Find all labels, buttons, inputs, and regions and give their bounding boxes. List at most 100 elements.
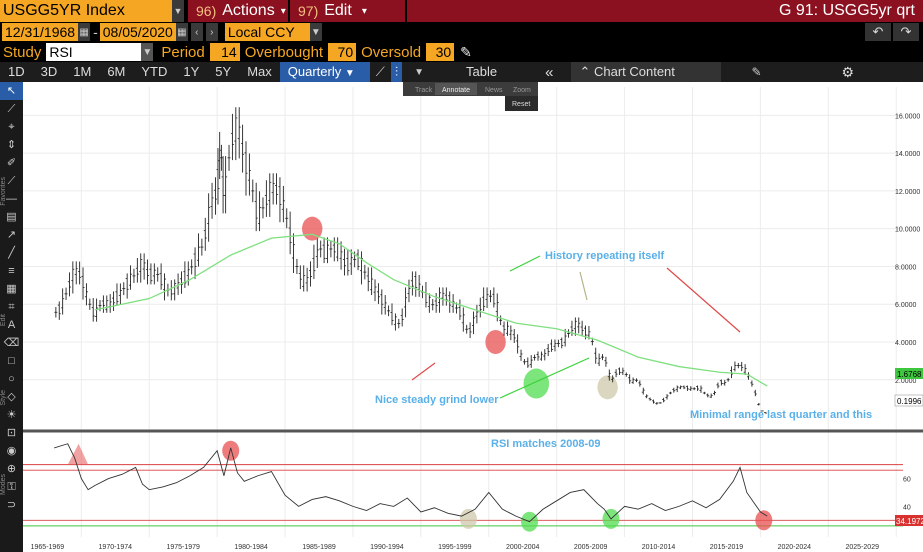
overbought-label: Overbought xyxy=(244,43,324,61)
period-1d[interactable]: 1D xyxy=(8,64,25,79)
target-icon[interactable]: ⊕ xyxy=(6,463,17,475)
popup-annotate[interactable]: Annotate xyxy=(442,87,470,94)
period-5y[interactable]: 5Y xyxy=(215,64,232,79)
collapse-icon[interactable]: « xyxy=(545,63,554,81)
period-field[interactable]: 14 xyxy=(209,43,240,61)
chart-content-label: Chart Content xyxy=(593,64,675,79)
price-axis: 16.0000 14.0000 12.0000 10.0000 8.0000 6.0000… xyxy=(895,113,920,384)
chevron-down-icon: ▾ xyxy=(361,5,367,17)
actions-menu-button[interactable]: 96) Actions ▾ xyxy=(188,0,288,22)
line-chart-icon[interactable]: ⟋ xyxy=(375,64,385,79)
overbought-field[interactable]: 70 xyxy=(328,43,357,61)
rsi-value-tag-bg xyxy=(895,515,923,526)
bar-chart-icon[interactable]: ⫶ xyxy=(390,62,403,82)
annotation-minimal-range: Minimal range last quarter and this xyxy=(690,409,872,421)
time-tick-label: 2020-2024 xyxy=(778,544,812,551)
redo-icon[interactable]: ↷ xyxy=(893,23,919,41)
rsi-value-tag: 34.1972 xyxy=(895,515,923,526)
chart-content-button[interactable]: ⌃ Chart Content xyxy=(571,62,722,82)
popup-track[interactable]: Track xyxy=(415,87,433,94)
time-tick-label: 1975-1979 xyxy=(166,544,200,551)
ticker-dropdown-icon[interactable]: ▼ xyxy=(172,0,184,22)
current-value-tag-bg xyxy=(894,394,923,407)
modes-label: Modes xyxy=(0,474,7,496)
hline-icon[interactable]: ― xyxy=(6,193,17,205)
gear-icon[interactable]: ⚙ xyxy=(841,63,855,80)
period-1m[interactable]: 1M xyxy=(73,64,92,79)
chart-area[interactable]: 16.0000 14.0000 12.0000 10.0000 8.0000 6.0000… xyxy=(23,82,923,552)
arrow-grind-upper xyxy=(411,362,436,381)
style-label: Style xyxy=(0,390,7,406)
next-icon[interactable]: › xyxy=(205,23,218,41)
popup-annotate-bg xyxy=(435,83,477,95)
arrow-history-mid xyxy=(579,271,588,301)
crosshair-icon[interactable]: ⇕ xyxy=(6,139,17,151)
table-button[interactable]: Table xyxy=(466,64,498,79)
ma-value-tag: 1.6768 xyxy=(895,368,923,379)
text-icon[interactable]: A xyxy=(7,319,16,331)
popup-zoom[interactable]: Zoom xyxy=(513,87,531,94)
frequency-select[interactable]: Quarterly ▼ xyxy=(279,62,370,82)
time-tick-label: 1970-1974 xyxy=(99,544,133,551)
bucket-icon[interactable]: ⌗ xyxy=(8,301,15,313)
cursor-icon[interactable]: ↖ xyxy=(0,82,23,100)
time-tick-label: 2000-2004 xyxy=(506,544,540,551)
trend-icon[interactable]: ⟋ xyxy=(7,175,16,187)
square-icon[interactable]: □ xyxy=(8,355,15,367)
period-6m[interactable]: 6M xyxy=(107,64,126,79)
time-axis: 1965-1969 1970-1974 1975-1979 1980-1984 1985… xyxy=(31,544,879,551)
brightness-icon[interactable]: ☀ xyxy=(6,409,17,421)
time-tick-label: 2010-2014 xyxy=(642,544,676,551)
previous-icon[interactable]: ‹ xyxy=(190,23,203,41)
circle-icon[interactable]: ○ xyxy=(8,373,15,385)
period-label: Period xyxy=(161,43,205,61)
brush-icon[interactable]: ╱ xyxy=(8,247,15,259)
period-max[interactable]: Max xyxy=(247,64,272,79)
popup-news[interactable]: News xyxy=(485,87,503,94)
highlight-circle-tan xyxy=(459,508,477,529)
arrow-history-right xyxy=(666,267,741,333)
eraser-icon[interactable]: ⌫ xyxy=(3,337,20,349)
period-1y[interactable]: 1Y xyxy=(183,64,200,79)
time-tick-label: 1980-1984 xyxy=(234,544,268,551)
oversold-field[interactable]: 30 xyxy=(426,43,455,61)
end-date-field[interactable]: 08/05/2020 xyxy=(99,23,176,41)
channel-icon[interactable]: ▤ xyxy=(6,211,17,223)
chevron-down-icon[interactable]: ▼ xyxy=(141,43,154,61)
price-tick-label: 6.0000 xyxy=(895,302,917,309)
link-icon[interactable]: ⊃ xyxy=(6,499,17,511)
chevron-down-icon[interactable]: ▼ xyxy=(309,23,322,41)
undo-icon[interactable]: ↶ xyxy=(865,23,891,41)
annotation-history-repeating: History repeating itself xyxy=(545,250,665,262)
edit-menu-button[interactable]: 97) Edit ▾ xyxy=(290,0,405,22)
reset-button-bg xyxy=(505,96,538,111)
eye-icon[interactable]: ◉ xyxy=(6,445,17,457)
price-tick-label: 10.0000 xyxy=(895,227,920,234)
arrow-icon[interactable]: ↗ xyxy=(6,229,17,241)
period-3d[interactable]: 3D xyxy=(40,64,58,79)
pen-icon[interactable]: ✐ xyxy=(6,157,17,169)
chart-type-dropdown-icon[interactable]: ▼ xyxy=(414,66,425,78)
edit-chart-icon[interactable]: ✎ xyxy=(751,65,762,79)
start-date-field[interactable]: 12/31/1968 xyxy=(2,23,79,41)
key-icon[interactable]: ⚿ xyxy=(7,481,16,493)
edit-label: Edit xyxy=(0,314,7,327)
pencil-icon[interactable]: ✎ xyxy=(460,43,472,60)
shape-icon[interactable]: ◇ xyxy=(7,391,16,403)
ticker-field[interactable]: USGG5YR Index xyxy=(0,0,172,22)
fib-icon[interactable]: ≡ xyxy=(8,265,15,277)
study-label: Study xyxy=(3,43,42,61)
ruler-icon[interactable]: ⌖ xyxy=(8,121,15,133)
highlight-circle-red xyxy=(222,440,240,461)
reset-button[interactable]: Reset xyxy=(512,101,530,108)
line-tool-icon[interactable]: ⟋ xyxy=(7,103,16,115)
calendar-icon[interactable]: ▦ xyxy=(175,23,188,41)
grid-icon[interactable]: ▦ xyxy=(6,283,17,295)
study-select[interactable]: RSI xyxy=(46,43,142,61)
price-bars xyxy=(54,107,767,414)
grid xyxy=(23,87,903,537)
period-ytd[interactable]: YTD xyxy=(141,64,168,79)
calendar-icon[interactable]: ▦ xyxy=(78,23,91,41)
currency-select[interactable]: Local CCY xyxy=(224,23,310,41)
lock-icon[interactable]: ⊡ xyxy=(6,427,17,439)
